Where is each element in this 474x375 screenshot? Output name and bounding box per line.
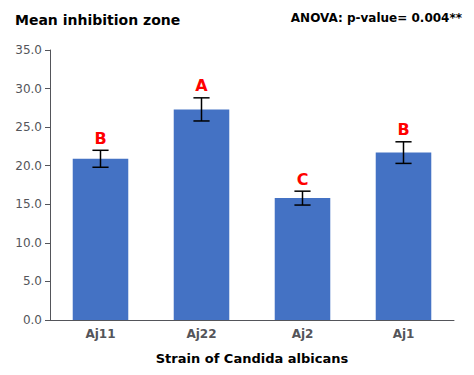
svg-text:B: B — [94, 129, 106, 148]
svg-text:35.0: 35.0 — [15, 43, 42, 57]
svg-text:Aj11: Aj11 — [85, 327, 115, 341]
svg-text:A: A — [195, 76, 208, 95]
svg-text:Mean inhibition zone: Mean inhibition zone — [15, 12, 180, 28]
svg-text:B: B — [397, 120, 409, 139]
svg-text:10.0: 10.0 — [15, 236, 42, 250]
svg-text:5.0: 5.0 — [23, 274, 42, 288]
svg-text:20.0: 20.0 — [15, 159, 42, 173]
svg-text:25.0: 25.0 — [15, 120, 42, 134]
svg-text:Strain of Candida albicans: Strain of Candida albicans — [156, 351, 349, 366]
svg-text:Aj2: Aj2 — [292, 327, 314, 341]
svg-text:C: C — [297, 170, 309, 189]
svg-text:ANOVA: p-value= 0.004**: ANOVA: p-value= 0.004** — [291, 11, 463, 25]
svg-text:15.0: 15.0 — [15, 197, 42, 211]
svg-text:Aj1: Aj1 — [393, 327, 415, 341]
svg-text:Aj22: Aj22 — [186, 327, 216, 341]
svg-text:0.0: 0.0 — [23, 313, 42, 327]
svg-text:30.0: 30.0 — [15, 82, 42, 96]
